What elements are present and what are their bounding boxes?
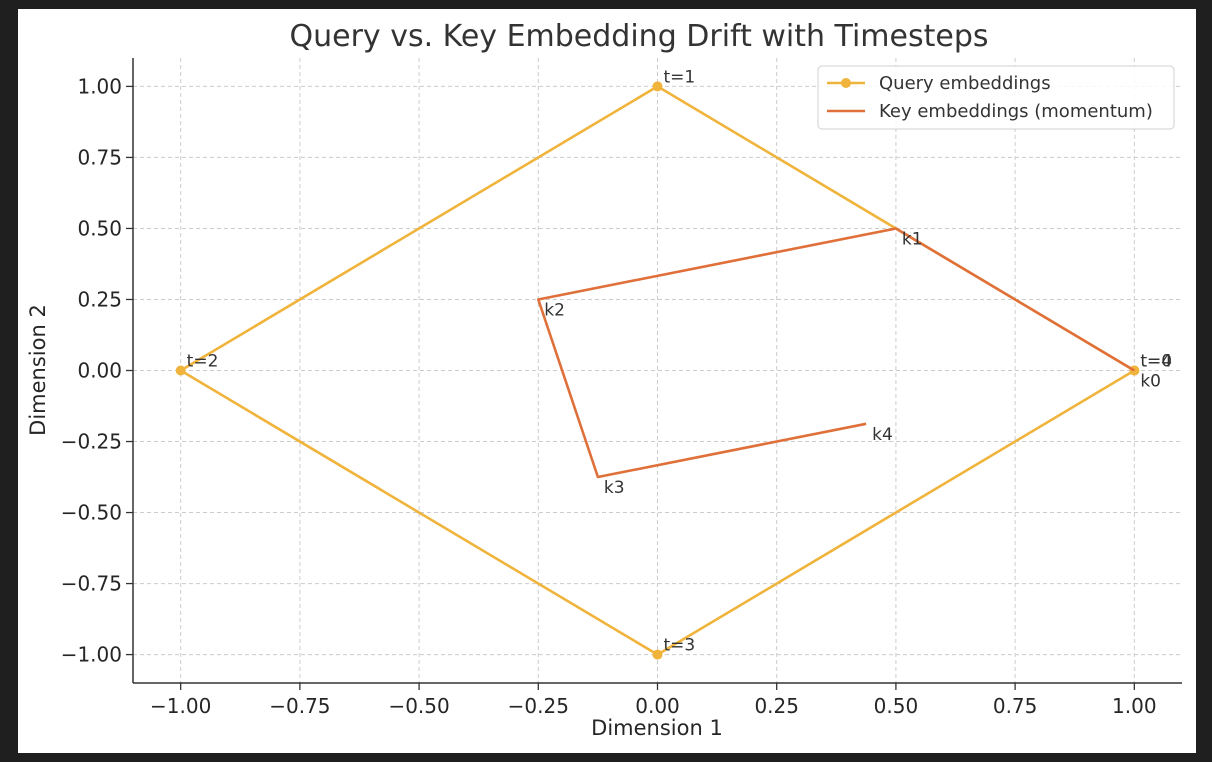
- x-tick-label: 0.00: [635, 694, 680, 718]
- x-tick-label: 0.75: [993, 694, 1038, 718]
- legend: Query embeddings Key embeddings (momentum…: [817, 65, 1175, 130]
- x-tick-label: −0.75: [269, 694, 330, 718]
- grid-lines: [133, 58, 1182, 683]
- x-tick-label: 0.25: [754, 694, 799, 718]
- point-label-layer: t=0 t=1 t=2 t=3 t=4k0 k1 k2 k3 k4: [187, 67, 1172, 655]
- query-point-label: t=1: [664, 67, 696, 87]
- y-tick-label: −1.00: [61, 643, 122, 667]
- data-point: [652, 81, 663, 92]
- y-tick-label: −0.75: [61, 572, 122, 596]
- key-point-label: k0: [1140, 372, 1161, 392]
- key-point-label: k2: [544, 300, 565, 320]
- series-line-2: [536, 227, 1135, 479]
- y-axis-title: Dimension 2: [26, 304, 50, 436]
- x-tick-label: −1.00: [150, 694, 211, 718]
- legend-marker: [841, 78, 851, 88]
- data-point: [175, 365, 186, 376]
- key-point-label: k3: [604, 478, 625, 498]
- y-tick-label: −0.50: [61, 501, 122, 525]
- x-tick-label: −0.50: [388, 694, 449, 718]
- x-tick-label: −0.25: [508, 694, 569, 718]
- tick-layer: −1.00 −0.75 −0.50 −0.25 0.00 0.25 0.50 0.75 1.00…: [61, 74, 1157, 718]
- legend-label: Key embeddings (momentum): [879, 101, 1153, 122]
- legend-label: Query embeddings: [879, 73, 1051, 94]
- legend-box: [817, 65, 1175, 130]
- series-layer: [175, 81, 1140, 660]
- key-point-label: k1: [902, 229, 923, 249]
- chart-title: Query vs. Key Embedding Drift with Times…: [289, 19, 988, 54]
- x-axis-title: Dimension 1: [591, 716, 723, 740]
- chart-figure: Query vs. Key Embedding Drift with Times…: [18, 9, 1196, 753]
- y-tick-label: 0.50: [77, 216, 122, 240]
- x-tick-label: 0.50: [874, 694, 919, 718]
- y-tick-label: 0.00: [77, 359, 122, 383]
- key-point-label: k4: [872, 425, 893, 445]
- y-tick-label: 0.25: [77, 287, 122, 311]
- query-point-label: t=3: [664, 636, 696, 656]
- query-point-label: t=0: [1140, 352, 1172, 372]
- data-point: [652, 649, 663, 660]
- query-point-label: t=2: [187, 352, 219, 372]
- y-tick-label: −0.25: [61, 430, 122, 454]
- chart-svg: Query vs. Key Embedding Drift with Times…: [26, 19, 1182, 740]
- x-tick-label: 1.00: [1112, 694, 1157, 718]
- y-tick-label: 1.00: [77, 74, 122, 98]
- y-tick-label: 0.75: [77, 145, 122, 169]
- query-point-label: t=4: [1140, 352, 1172, 372]
